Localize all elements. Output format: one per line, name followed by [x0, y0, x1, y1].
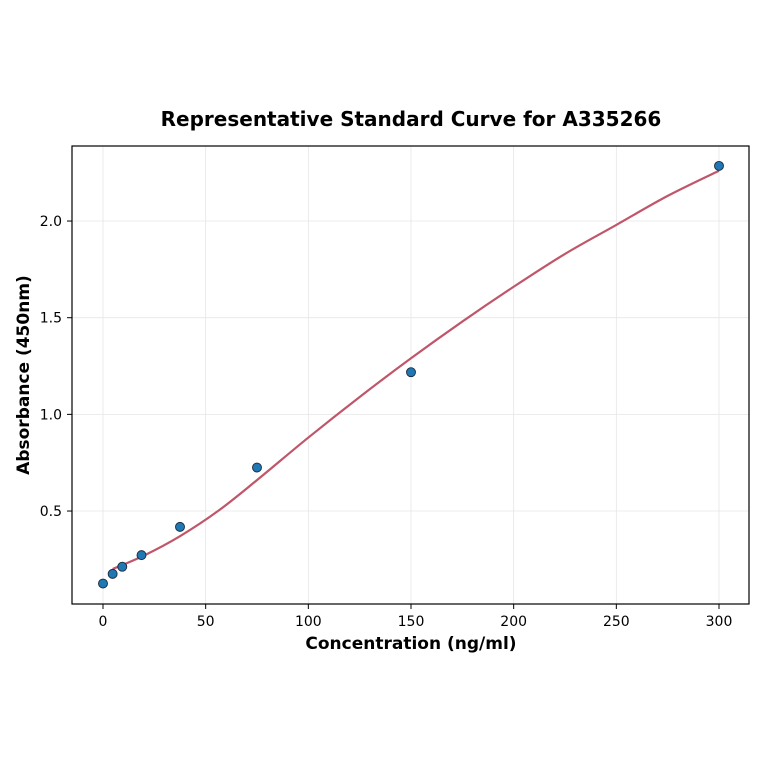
- y-axis-ticks: 0.5 1.0 1.5 2.0: [40, 214, 72, 520]
- x-axis-label: Concentration (ng/ml): [305, 634, 516, 654]
- x-axis-ticks: 0 50 100 150 200 250 300: [99, 604, 733, 630]
- x-tick-label: 50: [197, 614, 215, 630]
- data-point: [136, 550, 147, 561]
- x-tick-label: 200: [500, 614, 527, 630]
- data-point: [175, 521, 185, 532]
- y-axis-label: Absorbance (450nm): [14, 275, 34, 475]
- data-points: [98, 160, 724, 589]
- x-tick-label: 0: [99, 614, 108, 630]
- data-point: [714, 160, 724, 171]
- x-tick-label: 150: [398, 614, 425, 630]
- y-tick-label: 2.0: [40, 214, 62, 230]
- y-tick-label: 0.5: [40, 504, 62, 520]
- data-point: [107, 568, 118, 579]
- y-tick-label: 1.5: [40, 311, 62, 327]
- data-point: [98, 578, 108, 589]
- data-point: [406, 367, 416, 378]
- data-point: [252, 462, 262, 473]
- x-tick-label: 250: [603, 614, 630, 630]
- fit-curve: [112, 169, 720, 571]
- data-point: [117, 561, 128, 572]
- x-tick-label: 100: [295, 614, 322, 630]
- chart-title: Representative Standard Curve for A33526…: [161, 107, 662, 131]
- x-tick-label: 300: [706, 614, 733, 630]
- y-tick-label: 1.0: [40, 407, 62, 423]
- grid: [72, 146, 749, 604]
